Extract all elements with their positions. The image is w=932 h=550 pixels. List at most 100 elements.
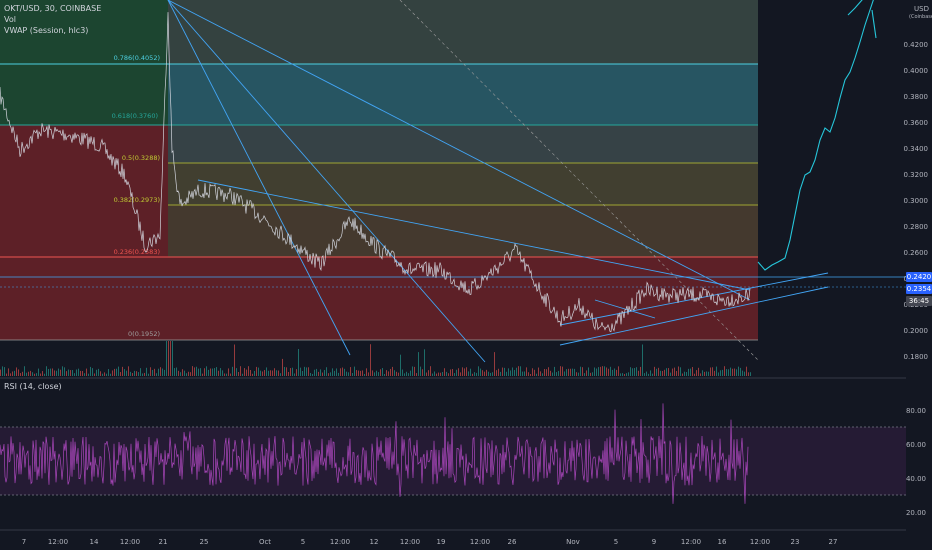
volume-bar: [14, 370, 15, 376]
volume-bar: [690, 368, 691, 376]
volume-bar: [54, 370, 55, 376]
volume-bar: [464, 368, 465, 376]
volume-bar: [430, 366, 431, 376]
volume-bar: [468, 371, 469, 376]
volume-bar: [544, 368, 545, 376]
fib-level-label: 0(0.1952): [128, 330, 160, 338]
trend-lines[interactable]: [167, 0, 829, 363]
volume-bar: [374, 372, 375, 376]
volume-bar: [162, 368, 163, 376]
volume-bar: [50, 368, 51, 376]
volume-bar: [684, 371, 685, 376]
volume-bar: [390, 368, 391, 376]
volume-bar: [502, 367, 503, 376]
volume-bar: [618, 366, 619, 376]
volume-bar: [108, 369, 109, 376]
volume-bar: [576, 372, 577, 376]
volume-bar: [306, 367, 307, 376]
time-tick-label: 12:00: [470, 538, 490, 546]
volume-bar: [26, 372, 27, 376]
volume-bar: [212, 368, 213, 376]
volume-bar: [190, 372, 191, 376]
volume-bar: [38, 368, 39, 376]
volume-bar: [46, 366, 47, 376]
volume-bar: [144, 372, 145, 376]
volume-bar: [120, 372, 121, 376]
volume-bar: [384, 373, 385, 376]
volume-bar: [480, 368, 481, 376]
volume-bar: [738, 366, 739, 376]
volume-bar: [514, 370, 515, 376]
volume-bar: [396, 371, 397, 376]
volume-bar: [74, 373, 75, 376]
price-tick-label: 0.2600: [904, 249, 929, 257]
volume-bar: [124, 369, 125, 376]
volume-bar: [344, 368, 345, 376]
volume-bar: [578, 372, 579, 376]
time-tick-label: Oct: [259, 538, 271, 546]
volume-bar: [94, 373, 95, 376]
volume-bar: [600, 366, 601, 376]
volume-bar: [298, 349, 299, 376]
volume-bar: [362, 370, 363, 376]
time-tick-label: 9: [652, 538, 656, 546]
volume-bar: [320, 369, 321, 376]
volume-bar: [78, 368, 79, 376]
volume-bar: [4, 367, 5, 376]
rsi-axis[interactable]: 80.00 60.00 40.00 20.00: [906, 407, 926, 517]
volume-bar: [654, 366, 655, 376]
time-tick-label: 12:00: [330, 538, 350, 546]
volume-bar: [140, 368, 141, 376]
symbol-legend[interactable]: OKT/USD, 30, COINBASE Vol VWAP (Session,…: [4, 3, 101, 36]
volume-bar: [172, 341, 173, 376]
volume-legend[interactable]: Vol: [4, 15, 16, 24]
projection-path[interactable]: [757, 0, 875, 271]
volume-bar: [644, 373, 645, 376]
volume-bar: [506, 371, 507, 376]
volume-bar: [484, 371, 485, 376]
volume-bar: [418, 352, 419, 376]
fib-level-label: 0.382(0.2973): [114, 196, 160, 204]
volume-bar: [624, 373, 625, 376]
volume-bar: [666, 368, 667, 376]
volume-bar: [512, 367, 513, 376]
time-tick-label: Nov: [566, 538, 580, 546]
volume-bar: [632, 368, 633, 376]
currency-exchange: (Coinbase): [909, 14, 932, 20]
volume-bar: [198, 368, 199, 376]
volume-bar: [508, 368, 509, 376]
rsi-title[interactable]: RSI (14, close): [4, 382, 62, 391]
time-axis[interactable]: 7 12:00 14 12:00 21 25 Oct 5 12:00 12 12:00 19 12:00…: [22, 538, 838, 546]
volume-bar: [220, 368, 221, 376]
volume-bar: [216, 367, 217, 376]
volume-bar: [668, 368, 669, 376]
volume-bar: [594, 367, 595, 376]
price-tick-label: 0.3400: [904, 145, 929, 153]
volume-bars: [0, 341, 751, 376]
volume-bar: [550, 370, 551, 376]
volume-bar: [616, 369, 617, 376]
symbol-title[interactable]: OKT/USD, 30, COINBASE: [4, 4, 102, 13]
vwap-legend[interactable]: VWAP (Session, hlc3): [4, 26, 89, 35]
volume-bar: [142, 373, 143, 376]
volume-bar: [568, 368, 569, 376]
volume-bar: [170, 341, 171, 376]
time-tick-label: 12:00: [750, 538, 770, 546]
volume-bar: [100, 371, 101, 376]
volume-bar: [498, 368, 499, 376]
volume-bar: [42, 371, 43, 376]
volume-bar: [714, 370, 715, 376]
fib-level-label: 0.236(0.2583): [114, 248, 160, 256]
volume-bar: [496, 370, 497, 376]
volume-bar: [660, 370, 661, 376]
volume-bar: [598, 367, 599, 376]
price-axis[interactable]: 0.4200 0.4000 0.3800 0.3600 0.3400 0.3200 0.30…: [904, 41, 929, 361]
volume-bar: [358, 370, 359, 376]
volume-bar: [82, 371, 83, 376]
time-tick-label: 12:00: [400, 538, 420, 546]
volume-bar: [232, 366, 233, 376]
volume-bar: [284, 366, 285, 376]
volume-bar: [652, 373, 653, 376]
rsi-legend[interactable]: RSI (14, close): [4, 381, 62, 392]
